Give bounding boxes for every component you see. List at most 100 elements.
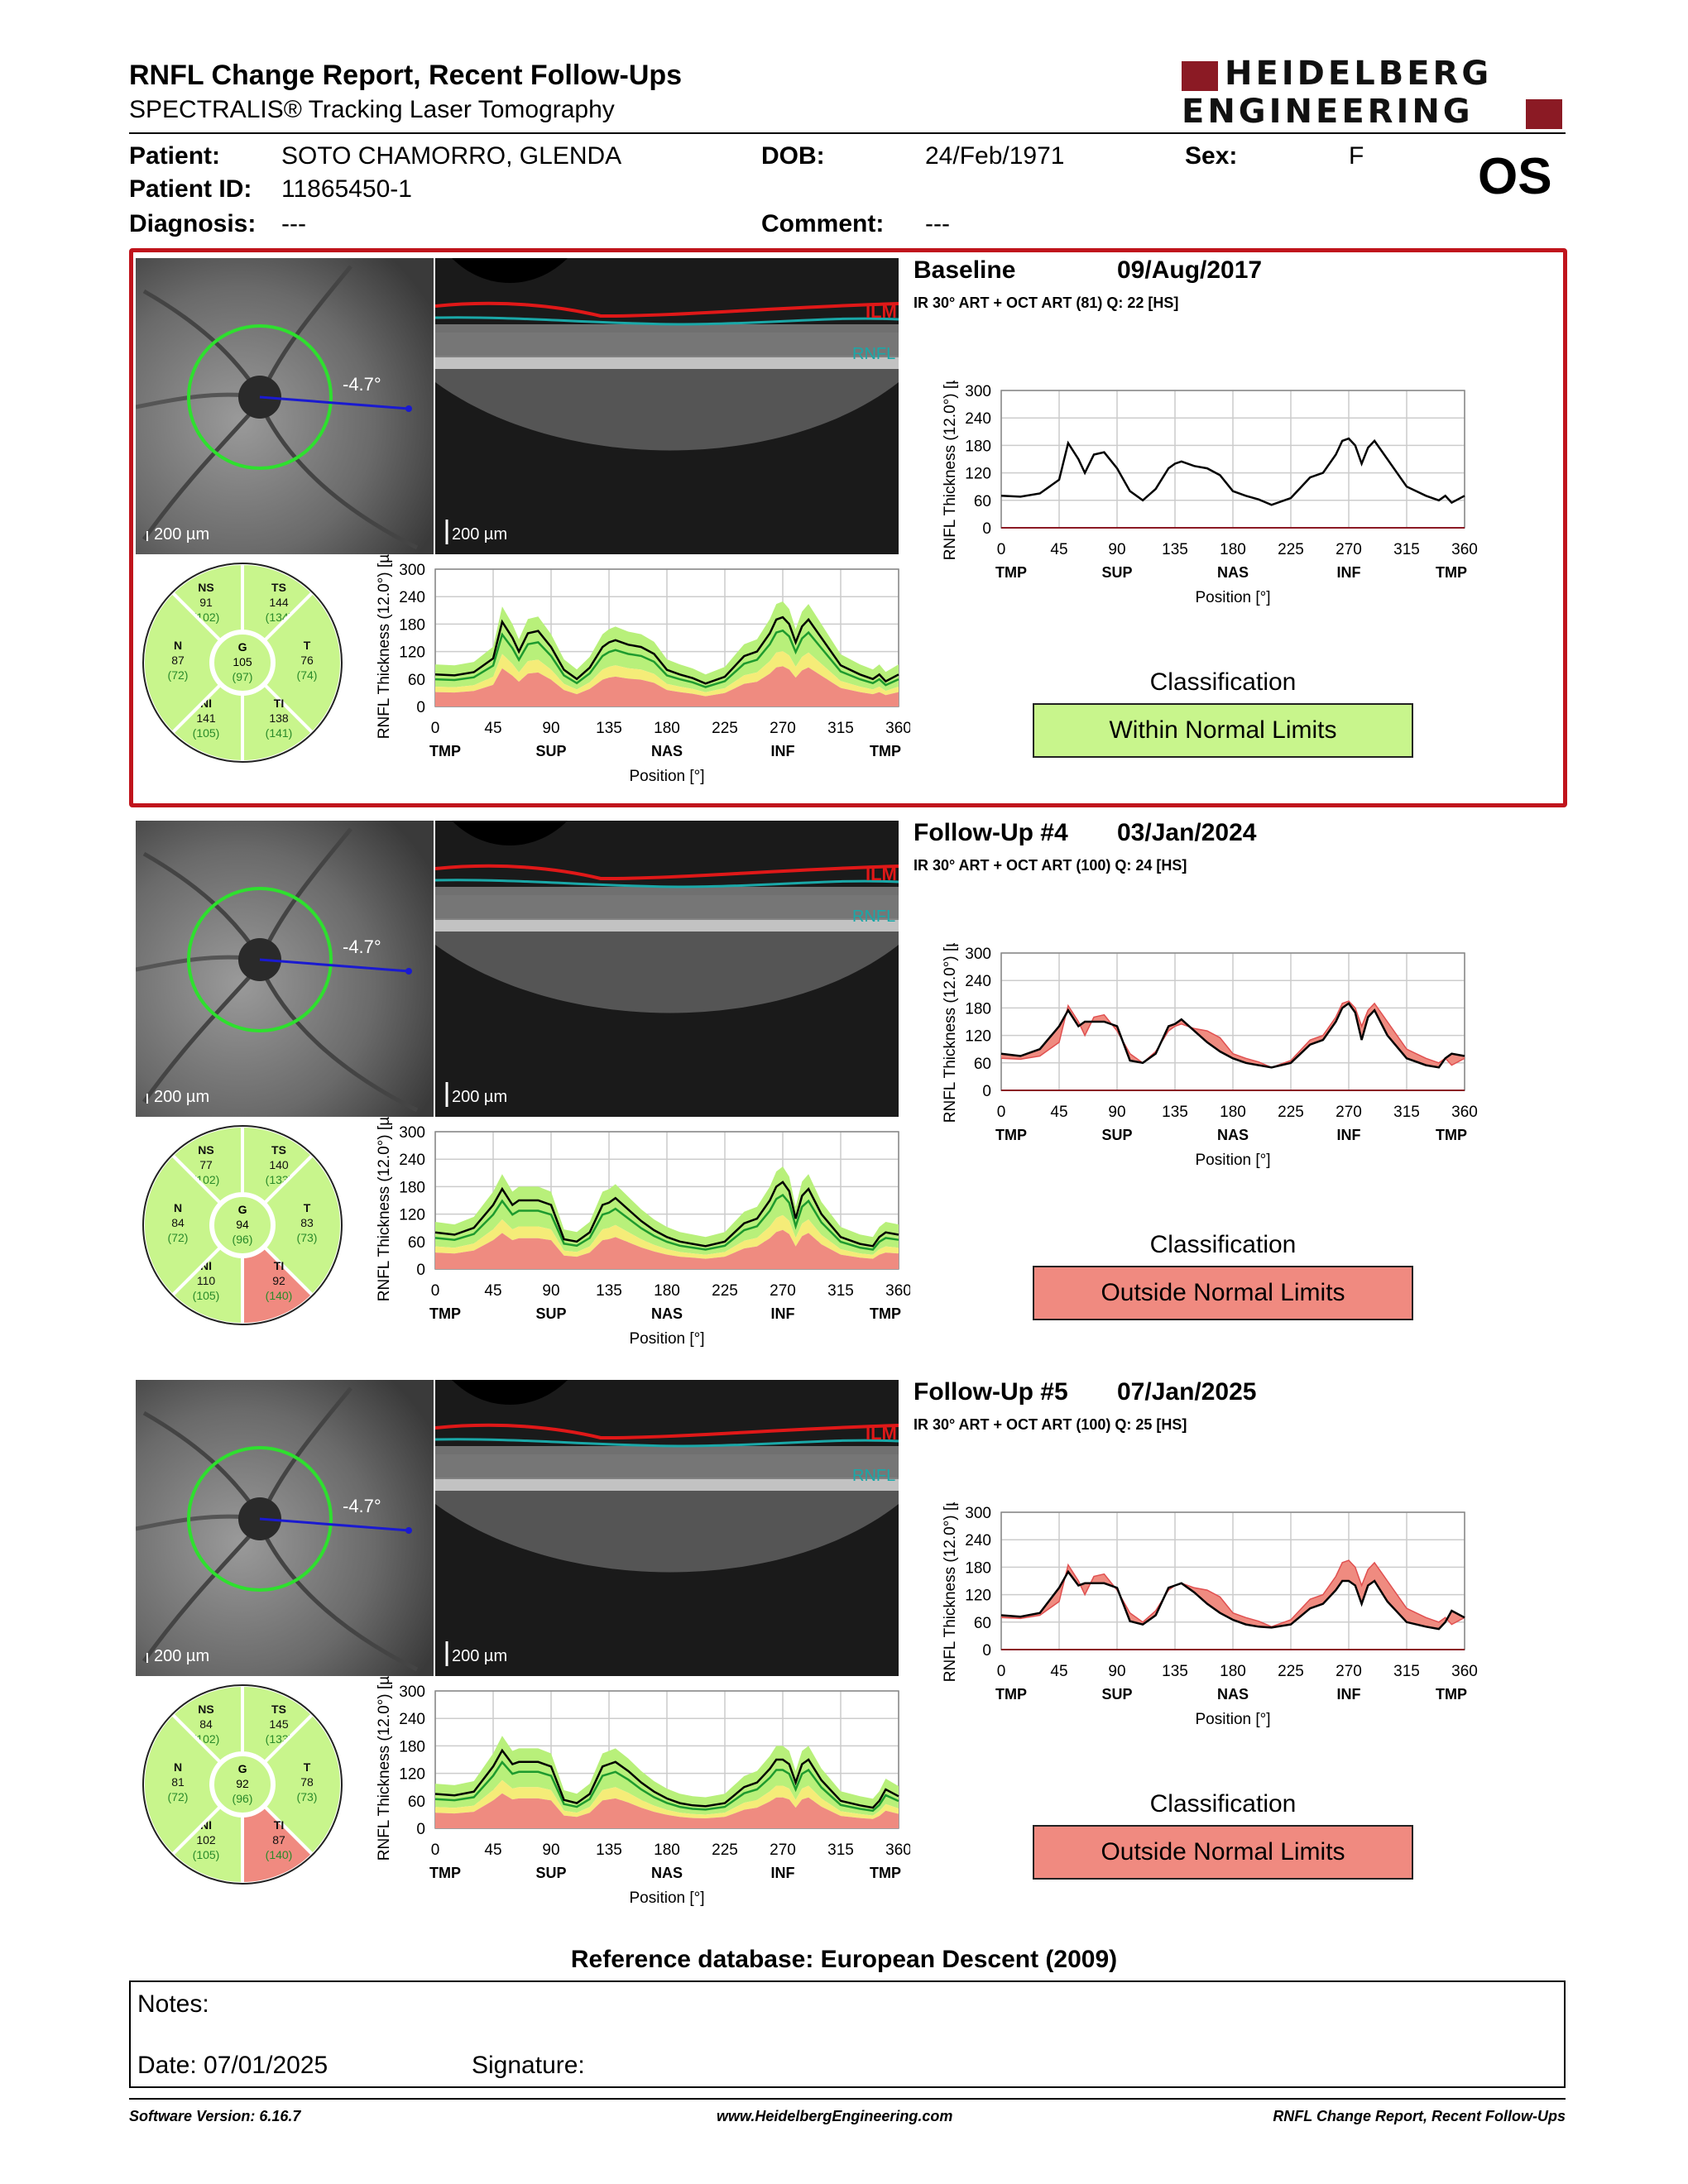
normative-mean-line [434,1760,899,1813]
sector-normal: (105) [193,1289,220,1302]
borderline-band [435,1214,899,1259]
x-tick-label: 270 [770,1282,796,1300]
reference-database: Reference database: European Descent (20… [570,1946,1118,1973]
x-axis-label: Position [°] [1195,1711,1270,1728]
scan-info: IR 30° ART + OCT ART (81) Q: 22 [HS] [914,295,1179,311]
x-region-label: SUP [1101,564,1132,581]
y-axis-label: RNFL Thickness (12.0°) [µm] [376,1676,393,1861]
sector-chart-wrap: NS 91 (102) TS 144 (134) T 76 (74) TI 138 (141) NI 14… [139,559,346,766]
scan-info: IR 30° ART + OCT ART (100) Q: 24 [HS] [914,857,1187,874]
sector-name: TI [274,697,284,710]
y-tick-label: 120 [399,1207,425,1224]
x-tick-label: 90 [1108,1663,1125,1680]
sector-value: 105 [233,655,252,668]
x-tick-label: 45 [1050,1104,1067,1121]
x-region-label: TMP [870,1865,901,1881]
sector-g [211,1194,274,1257]
x-tick-label: 90 [1108,541,1125,558]
sector-normal: (96) [233,1792,253,1805]
x-region-label: SUP [535,743,566,759]
scan-circle [187,1446,333,1592]
x-tick-label: 90 [1108,1104,1125,1121]
x-tick-label: 270 [1336,1663,1362,1680]
sector-value: 144 [269,596,289,609]
x-tick-label: 45 [1050,541,1067,558]
patient-name: SOTO CHAMORRO, GLENDA [281,142,622,170]
sector-chart: NS91(102)TS144(134)T76(74)TI138(141)NI14… [141,561,343,764]
report-subtitle: SPECTRALIS® Tracking Laser Tomography [129,96,615,123]
fundus-scale-label: 200 µm [154,525,209,544]
normal-band [435,1736,899,1816]
x-tick-label: 360 [1451,1104,1478,1121]
x-axis-label: Position [°] [1195,1152,1270,1169]
sector-chart: NS84(102)TS145(133)T78(73)TI87(140)NI102… [141,1683,343,1886]
sector-name: NS [198,1143,213,1157]
angle-label: -4.7° [343,374,381,395]
rnfl-label: RNFL [852,908,895,926]
sector-normal: (140) [266,1848,293,1861]
rnfl-boundary [435,316,899,326]
fundus-image: -4.7° 200 µm [136,821,434,1117]
outside-band [435,1793,899,1828]
y-tick-label: 300 [399,562,425,579]
y-tick-label: 300 [965,946,991,963]
sex-label: Sex: [1185,142,1238,170]
ilm-boundary [435,301,899,318]
y-tick-label: 180 [965,438,991,455]
ilm-boundary [435,864,899,881]
notes-box: Notes: Date: 07/01/2025 Signature: [129,1980,1566,2088]
x-tick-label: 360 [885,720,910,737]
sector-name: T [304,1760,311,1774]
retinal-vessel [141,964,261,1104]
x-tick-label: 225 [712,1842,738,1859]
sector-chart: NS77(102)TS140(133)T83(73)TI92(140)NI110… [141,1123,343,1327]
y-axis-label: RNFL Thickness (12.0°) [µm] [942,1502,959,1682]
x-region-label: TMP [429,1865,461,1881]
sector-value: 76 [300,654,314,667]
alignment-line [259,958,410,973]
sector-value: 141 [196,711,216,725]
fundus-image: -4.7° 200 µm [136,258,434,554]
sector-value: 84 [171,1216,185,1229]
exam-name: Baseline [914,256,1016,284]
y-tick-label: 120 [399,1766,425,1784]
sector-name: TI [274,1818,284,1832]
software-version: Software Version: 6.16.7 [129,2108,301,2124]
y-tick-label: 300 [965,383,991,400]
patient-id-label: Patient ID: [129,175,252,203]
y-tick-label: 60 [408,1234,425,1252]
x-tick-label: 270 [770,720,796,737]
patient-label: Patient: [129,142,221,170]
sector-normal: (96) [233,1233,253,1246]
x-region-label: INF [1337,1686,1361,1703]
website-link[interactable]: www.HeidelbergEngineering.com [717,2108,953,2124]
normal-band [435,1166,899,1255]
sector-value: 77 [199,1158,213,1171]
scan-circle [187,887,333,1032]
classification-title: Classification [1149,1231,1297,1258]
classification-result: Outside Normal Limits [1033,1266,1413,1320]
exam-date: 07/Jan/2025 [1117,1378,1257,1406]
x-axis-label: Position [°] [1195,589,1270,606]
y-tick-label: 60 [974,493,991,510]
sector-normal: (140) [266,1289,293,1302]
x-tick-label: 45 [484,720,501,737]
patient-id: 11865450-1 [281,175,412,203]
sector-value: 102 [196,1833,216,1846]
y-tick-label: 300 [399,1684,425,1701]
normative-mean-line [434,629,899,688]
retinal-vessel [141,401,261,541]
sector-chart-wrap: NS 77 (102) TS 140 (133) T 83 (73) TI 92 (140) NI 110… [139,1122,346,1329]
y-tick-label: 0 [416,699,425,716]
scan-info: IR 30° ART + OCT ART (100) Q: 25 [HS] [914,1416,1187,1433]
y-tick-label: 180 [965,1000,991,1018]
classification-title: Classification [1149,668,1297,696]
signature-label: Signature: [472,2052,585,2079]
x-tick-label: 45 [484,1842,501,1859]
x-region-label: INF [1337,564,1361,581]
x-axis-label: Position [°] [629,768,704,785]
sector-name: G [238,1203,247,1216]
loss-area [1001,1560,1465,1630]
sector-value: 87 [171,654,185,667]
sector-g [211,1753,274,1816]
